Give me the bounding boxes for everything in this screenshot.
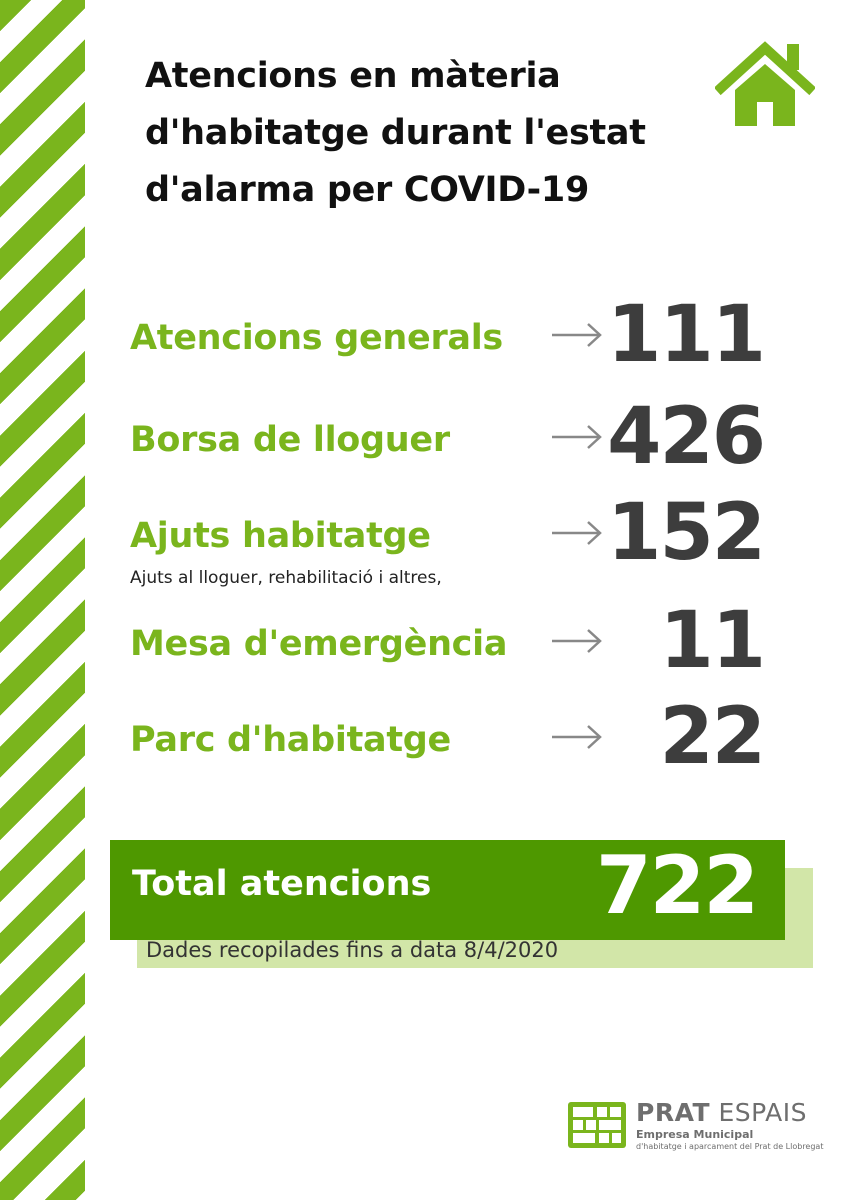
arrow-right-icon [552,521,602,545]
stat-label: Borsa de lloguer [130,420,450,460]
stat-value: 152 [607,488,766,578]
logo-name-rest: ESPAIS [710,1098,807,1127]
logo-grid-icon [568,1102,626,1148]
data-date-footnote: Dades recopilades fins a data 8/4/2020 [146,938,559,962]
logo-name-bold: PRAT [636,1098,711,1127]
stat-value: 426 [607,392,766,482]
stat-row-parc-habitatge: Parc d'habitatge 22 [130,698,770,810]
page-title: Atencions en màteria d'habitatge durant … [145,56,646,210]
stat-label: Ajuts habitatge [130,516,431,556]
logo-subtitle: Empresa Municipal [636,1128,754,1141]
arrow-right-icon [552,323,602,347]
arrow-right-icon [552,725,602,749]
decorative-stripes [0,0,85,1200]
stat-label: Parc d'habitatge [130,720,451,760]
stat-row-borsa-lloguer: Borsa de lloguer 426 [130,398,770,510]
total-box: Total atencions 722 [110,840,785,940]
stat-sublabel: Ajuts al lloguer, rehabilitació i altres… [130,568,442,588]
stat-label: Mesa d'emergència [130,624,508,664]
arrow-right-icon [552,629,602,653]
stat-row-mesa-emergencia: Mesa d'emergència 11 [130,602,770,714]
prat-espais-logo: PRAT ESPAIS Empresa Municipal d'habitatg… [568,1098,823,1158]
stat-value: 22 [659,692,766,782]
stat-label: Atencions generals [130,318,503,358]
stat-row-atencions-generals: Atencions generals 111 [130,296,770,408]
total-label: Total atencions [132,864,432,904]
arrow-right-icon [552,425,602,449]
logo-tagline: d'habitatge i aparcament del Prat de Llo… [636,1142,824,1151]
stat-value: 111 [607,290,766,380]
stat-value: 11 [659,596,766,686]
stat-row-ajuts-habitatge: Ajuts habitatge Ajuts al lloguer, rehabi… [130,494,770,606]
total-value: 722 [596,839,759,932]
logo-name: PRAT ESPAIS [636,1098,807,1127]
home-icon [715,41,815,126]
